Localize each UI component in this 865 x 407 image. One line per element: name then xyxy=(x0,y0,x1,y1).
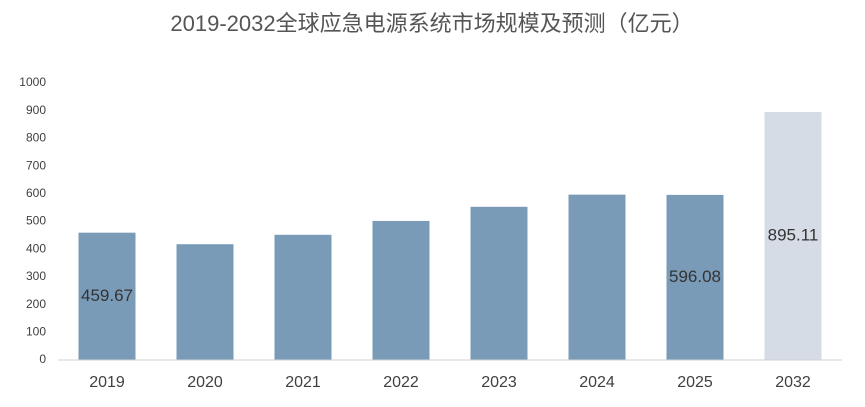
y-tick-label: 400 xyxy=(26,241,46,255)
x-tick-label: 2025 xyxy=(677,374,713,391)
x-tick-label: 2032 xyxy=(775,374,811,391)
x-tick-label: 2022 xyxy=(383,374,419,391)
y-tick-label: 0 xyxy=(39,352,46,366)
y-tick-label: 100 xyxy=(26,324,46,338)
y-tick-label: 600 xyxy=(26,186,46,200)
value-label: 596.08 xyxy=(669,267,721,286)
bar xyxy=(764,112,822,360)
bar xyxy=(274,234,332,360)
x-tick-label: 2021 xyxy=(285,374,321,391)
y-tick-label: 900 xyxy=(26,103,46,117)
x-tick-label: 2024 xyxy=(579,374,615,391)
bar xyxy=(470,206,528,360)
bar xyxy=(372,220,430,360)
value-label: 895.11 xyxy=(768,226,819,245)
y-tick-label: 500 xyxy=(26,214,46,228)
x-tick-label: 2019 xyxy=(89,374,125,391)
y-tick-label: 200 xyxy=(26,297,46,311)
y-tick-label: 1000 xyxy=(19,75,46,89)
bar xyxy=(568,194,626,360)
bar xyxy=(176,244,234,360)
bar xyxy=(78,232,136,360)
y-tick-label: 800 xyxy=(26,131,46,145)
y-tick-label: 700 xyxy=(26,158,46,172)
chart-title: 2019-2032全球应急电源系统市场规模及预测（亿元） xyxy=(170,11,693,36)
y-tick-label: 300 xyxy=(26,269,46,283)
x-tick-label: 2023 xyxy=(481,374,517,391)
bar xyxy=(666,194,724,360)
value-label: 459.67 xyxy=(81,286,133,305)
x-tick-label: 2020 xyxy=(187,374,223,391)
